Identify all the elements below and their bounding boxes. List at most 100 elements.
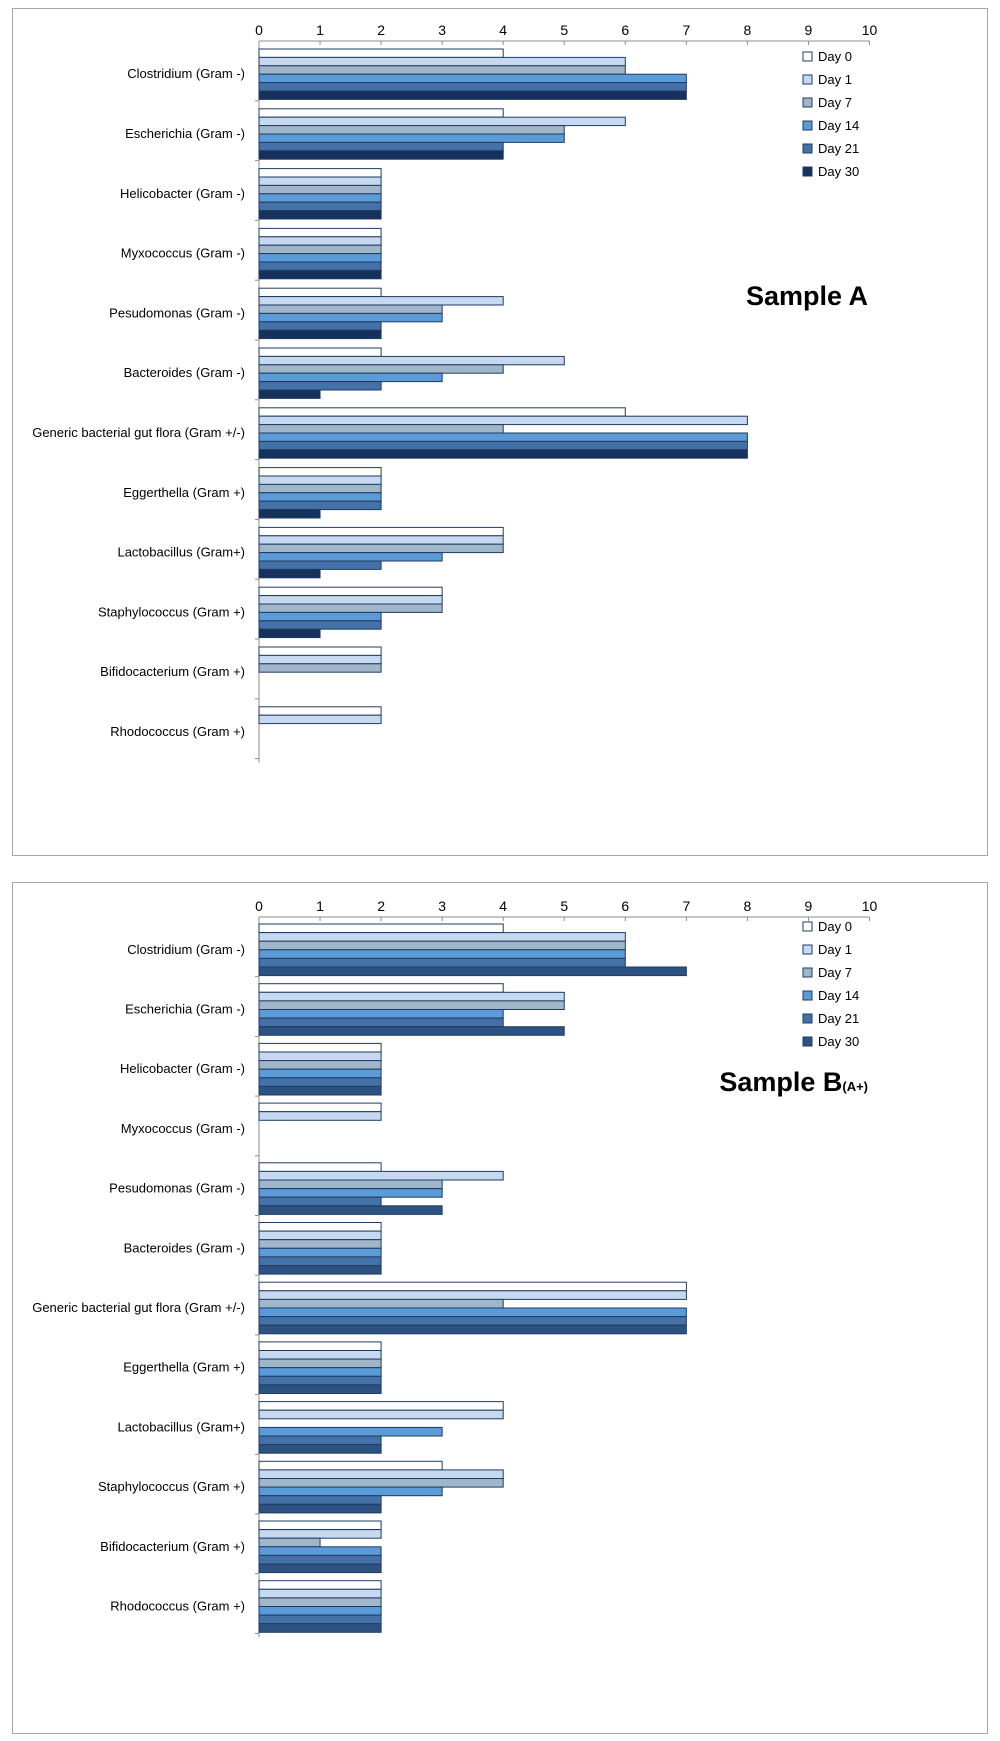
bar-day-7: [258, 244, 382, 255]
bar-day-14: [258, 193, 382, 203]
bar-day-30: [258, 90, 687, 100]
chart-title: Sample B(A+): [719, 1067, 868, 1097]
bar-day-14: [258, 432, 748, 442]
bar-day-30: [258, 1503, 382, 1514]
legend-swatch: [802, 97, 813, 108]
bar-day-14: [258, 253, 382, 263]
bar-day-21: [258, 440, 748, 451]
category-label: Clostridium (Gram -): [127, 66, 245, 81]
bar-day-14: [258, 133, 565, 143]
bar-day-30: [258, 389, 321, 399]
bar-day-1: [258, 991, 565, 1002]
x-tick-label: 0: [255, 22, 263, 38]
bar-day-7: [258, 1478, 504, 1488]
category-label: Lactobacillus (Gram+): [117, 1419, 245, 1434]
bar-day-30: [258, 1085, 382, 1096]
bar-day-14: [258, 1068, 382, 1079]
bar-day-30: [258, 150, 504, 160]
legend-label: Day 21: [818, 141, 859, 156]
sample-a-chart: 0 1 2 3 4 5 6 7 8 9 10 Clostridium (Gram -) Escheric…: [32, 22, 878, 763]
x-tick-label: 1: [316, 898, 324, 914]
category-label: Staphylococcus (Gram +): [98, 1479, 245, 1494]
bar-day-1: [258, 1051, 382, 1062]
bar-day-21: [258, 381, 382, 391]
legend-label: Day 30: [818, 164, 859, 179]
bar-day-7: [258, 1537, 321, 1548]
legend-swatch: [802, 921, 813, 932]
bar-day-30: [258, 568, 321, 579]
x-tick-label: 10: [862, 22, 878, 38]
bar-day-30: [258, 1384, 382, 1394]
bar-day-21: [258, 201, 382, 212]
bar-day-0: [258, 526, 504, 537]
category-label: Bacteroides (Gram -): [124, 1240, 245, 1255]
bar-day-14: [258, 1009, 504, 1019]
bar-day-1: [258, 1290, 687, 1300]
bar-day-30: [258, 449, 748, 459]
bar-day-1: [258, 932, 626, 942]
legend-swatch: [802, 1036, 813, 1047]
bar-day-30: [258, 1563, 382, 1574]
bar-day-30: [258, 1324, 687, 1335]
legend-swatch: [802, 143, 813, 154]
bar-day-21: [258, 261, 382, 271]
legend-label: Day 7: [818, 965, 852, 980]
bar-day-21: [258, 1196, 382, 1207]
bar-day-1: [258, 535, 504, 545]
bar-day-1: [258, 56, 626, 67]
bar-day-1: [258, 296, 504, 306]
bar-day-21: [258, 1077, 382, 1087]
bar-day-0: [258, 586, 443, 597]
bar-day-21: [258, 620, 382, 630]
x-tick-label: 3: [438, 22, 446, 38]
chart-title-main: Sample A: [746, 281, 868, 311]
legend-swatch: [802, 967, 813, 978]
bar-day-1: [258, 595, 443, 605]
legend-label: Day 1: [818, 72, 852, 87]
category-label: Escherichia (Gram -): [125, 1002, 245, 1017]
bar-day-7: [258, 1000, 565, 1011]
bar-day-1: [258, 415, 748, 426]
bar-day-14: [258, 949, 626, 959]
bar-day-21: [258, 500, 382, 511]
category-label: Helicobacter (Gram -): [120, 1061, 245, 1076]
bar-day-1: [258, 1409, 504, 1420]
legend-swatch: [802, 1013, 813, 1024]
bar-day-0: [258, 227, 382, 238]
bar-day-0: [258, 923, 504, 934]
bar-day-30: [258, 210, 382, 220]
x-tick-label: 6: [621, 898, 629, 914]
sample-b-chart: 0 1 2 3 4 5 6 7 8 9 10 Clostridium (Gram -) Escheric…: [32, 898, 877, 1638]
x-tick-label: 6: [621, 22, 629, 38]
category-label: Bacteroides (Gram -): [124, 365, 245, 380]
category-label: Myxococcus (Gram -): [121, 1121, 245, 1136]
legend-swatch: [802, 990, 813, 1001]
bar-day-14: [258, 492, 382, 502]
legend-swatch: [802, 166, 813, 177]
bar-day-1: [258, 116, 626, 127]
bar-day-7: [258, 1239, 382, 1249]
bar-day-30: [258, 329, 382, 340]
x-tick-label: 5: [560, 898, 568, 914]
category-label: Escherichia (Gram -): [125, 126, 245, 141]
legend-label: Day 1: [818, 942, 852, 957]
category-label: Lactobacillus (Gram+): [117, 545, 245, 560]
bar-day-21: [258, 1554, 382, 1565]
bar-day-7: [258, 125, 565, 135]
bar-day-0: [258, 1162, 382, 1172]
bar-day-30: [258, 966, 687, 977]
legend-label: Day 30: [818, 1034, 859, 1049]
bar-day-14: [258, 1486, 443, 1497]
category-label: Myxococcus (Gram -): [121, 246, 245, 261]
category-label: Clostridium (Gram -): [127, 942, 245, 957]
bar-day-30: [258, 1265, 382, 1275]
chart-title-main: Sample B: [719, 1067, 842, 1097]
bar-day-30: [258, 1444, 382, 1454]
bar-day-0: [258, 1341, 382, 1351]
bar-day-0: [258, 1520, 382, 1531]
x-tick-label: 8: [744, 898, 752, 914]
category-label: Generic bacterial gut flora (Gram +/-): [32, 1300, 245, 1315]
bar-day-30: [258, 1623, 382, 1633]
bar-day-7: [258, 364, 504, 374]
x-tick-label: 0: [255, 898, 263, 914]
